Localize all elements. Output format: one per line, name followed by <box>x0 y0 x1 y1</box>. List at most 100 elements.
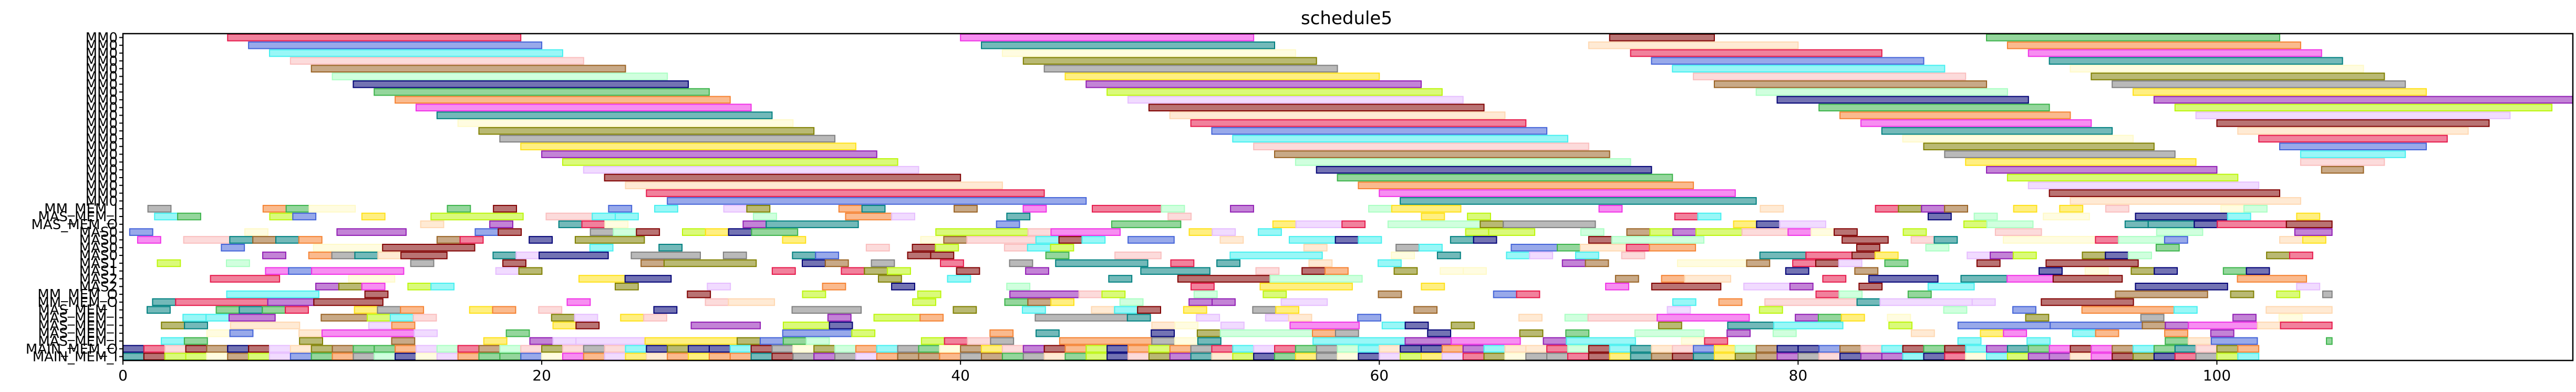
task-bar <box>1910 236 1935 244</box>
task-bar <box>520 345 543 353</box>
task-bar <box>871 259 895 267</box>
task-bar <box>583 345 605 353</box>
task-bar <box>583 353 605 360</box>
task-bar <box>1976 259 2001 267</box>
task-bar <box>215 306 240 314</box>
task-bar <box>792 251 816 260</box>
task-bar <box>1957 337 1982 345</box>
task-bar <box>1312 329 1336 337</box>
task-bar <box>1101 290 1126 298</box>
task-bar <box>518 267 543 275</box>
task-bar <box>395 353 417 360</box>
task-bar <box>1609 353 1631 360</box>
task-bar <box>457 119 794 127</box>
task-bar <box>364 290 389 298</box>
task-bar <box>1971 298 1996 306</box>
task-bar <box>1588 345 1610 353</box>
task-bar <box>981 41 1276 49</box>
task-bar <box>2326 337 2333 345</box>
task-bar <box>2050 322 2143 329</box>
task-bar <box>1196 314 1220 322</box>
task-bar <box>960 34 1255 42</box>
task-bar <box>2026 337 2051 345</box>
task-bar <box>643 314 667 322</box>
task-bar <box>1923 345 1946 353</box>
task-bar <box>395 96 731 104</box>
task-bar <box>1148 104 1485 111</box>
task-bar <box>566 298 591 306</box>
task-bar <box>604 220 629 229</box>
task-bar <box>2091 353 2113 360</box>
task-bar <box>248 353 270 360</box>
task-bar <box>1085 345 1108 353</box>
task-bar <box>143 353 165 360</box>
task-bar <box>1758 306 1783 314</box>
task-bar <box>589 243 614 252</box>
task-bar <box>164 353 187 360</box>
task-bar <box>1035 236 1060 244</box>
task-bar <box>1450 236 1474 244</box>
task-bar <box>1413 306 1438 314</box>
task-bar <box>552 337 577 345</box>
task-bar <box>2070 353 2092 360</box>
task-bar <box>1050 243 1074 252</box>
task-bar <box>1092 204 1162 213</box>
task-bar <box>834 353 856 360</box>
task-bar <box>562 353 584 360</box>
task-bar <box>1379 345 1401 353</box>
task-bar <box>1856 298 1881 306</box>
task-bar <box>1672 353 1694 360</box>
task-bar <box>2217 220 2287 229</box>
task-bar <box>1280 298 1328 306</box>
task-bar <box>1651 345 1673 353</box>
task-bar <box>1169 353 1192 360</box>
task-bar <box>2276 290 2301 298</box>
task-bar <box>1773 322 1844 329</box>
task-bar <box>1337 353 1359 360</box>
task-bar <box>289 57 584 65</box>
task-bar <box>541 345 563 353</box>
task-bar <box>891 212 915 221</box>
task-bar <box>1190 119 1527 127</box>
task-bar <box>2142 322 2166 329</box>
task-bar <box>2118 236 2165 244</box>
task-bar <box>1212 228 1236 236</box>
task-bar <box>298 236 323 244</box>
task-bar <box>682 228 706 236</box>
task-bar <box>1681 337 1705 345</box>
task-bar <box>147 306 171 314</box>
task-bar <box>1085 80 1422 88</box>
task-bar <box>1649 228 1674 236</box>
task-bar <box>1805 251 1853 260</box>
task-bar <box>400 306 425 314</box>
task-bar <box>912 298 936 306</box>
task-bar <box>1734 353 1757 360</box>
task-bar <box>1760 204 1784 213</box>
task-bar <box>2237 353 2260 360</box>
task-bar <box>1058 236 1083 244</box>
task-bar <box>1713 345 1736 353</box>
task-bar <box>1567 353 1589 360</box>
task-bar <box>1174 322 1199 329</box>
task-bar <box>2041 298 2134 306</box>
task-bar <box>2279 142 2427 151</box>
task-bar <box>728 228 752 236</box>
task-bar <box>2140 314 2165 322</box>
task-bar <box>1634 329 1705 337</box>
task-bar <box>967 337 991 345</box>
task-bar <box>855 345 877 353</box>
task-bar <box>545 212 593 221</box>
task-bar <box>2124 220 2149 229</box>
task-bar <box>723 204 748 213</box>
task-bar <box>1907 290 1932 298</box>
task-bar <box>1009 259 1033 267</box>
task-bar <box>688 353 710 360</box>
task-bar <box>620 314 645 322</box>
task-bar <box>248 345 270 353</box>
task-bar <box>1127 345 1150 353</box>
task-bar <box>2027 345 2050 353</box>
task-bar <box>225 259 250 267</box>
y-tick-label: MAS_MEM_I <box>38 311 118 326</box>
task-bar <box>1587 314 1658 322</box>
task-bar <box>2095 236 2119 244</box>
